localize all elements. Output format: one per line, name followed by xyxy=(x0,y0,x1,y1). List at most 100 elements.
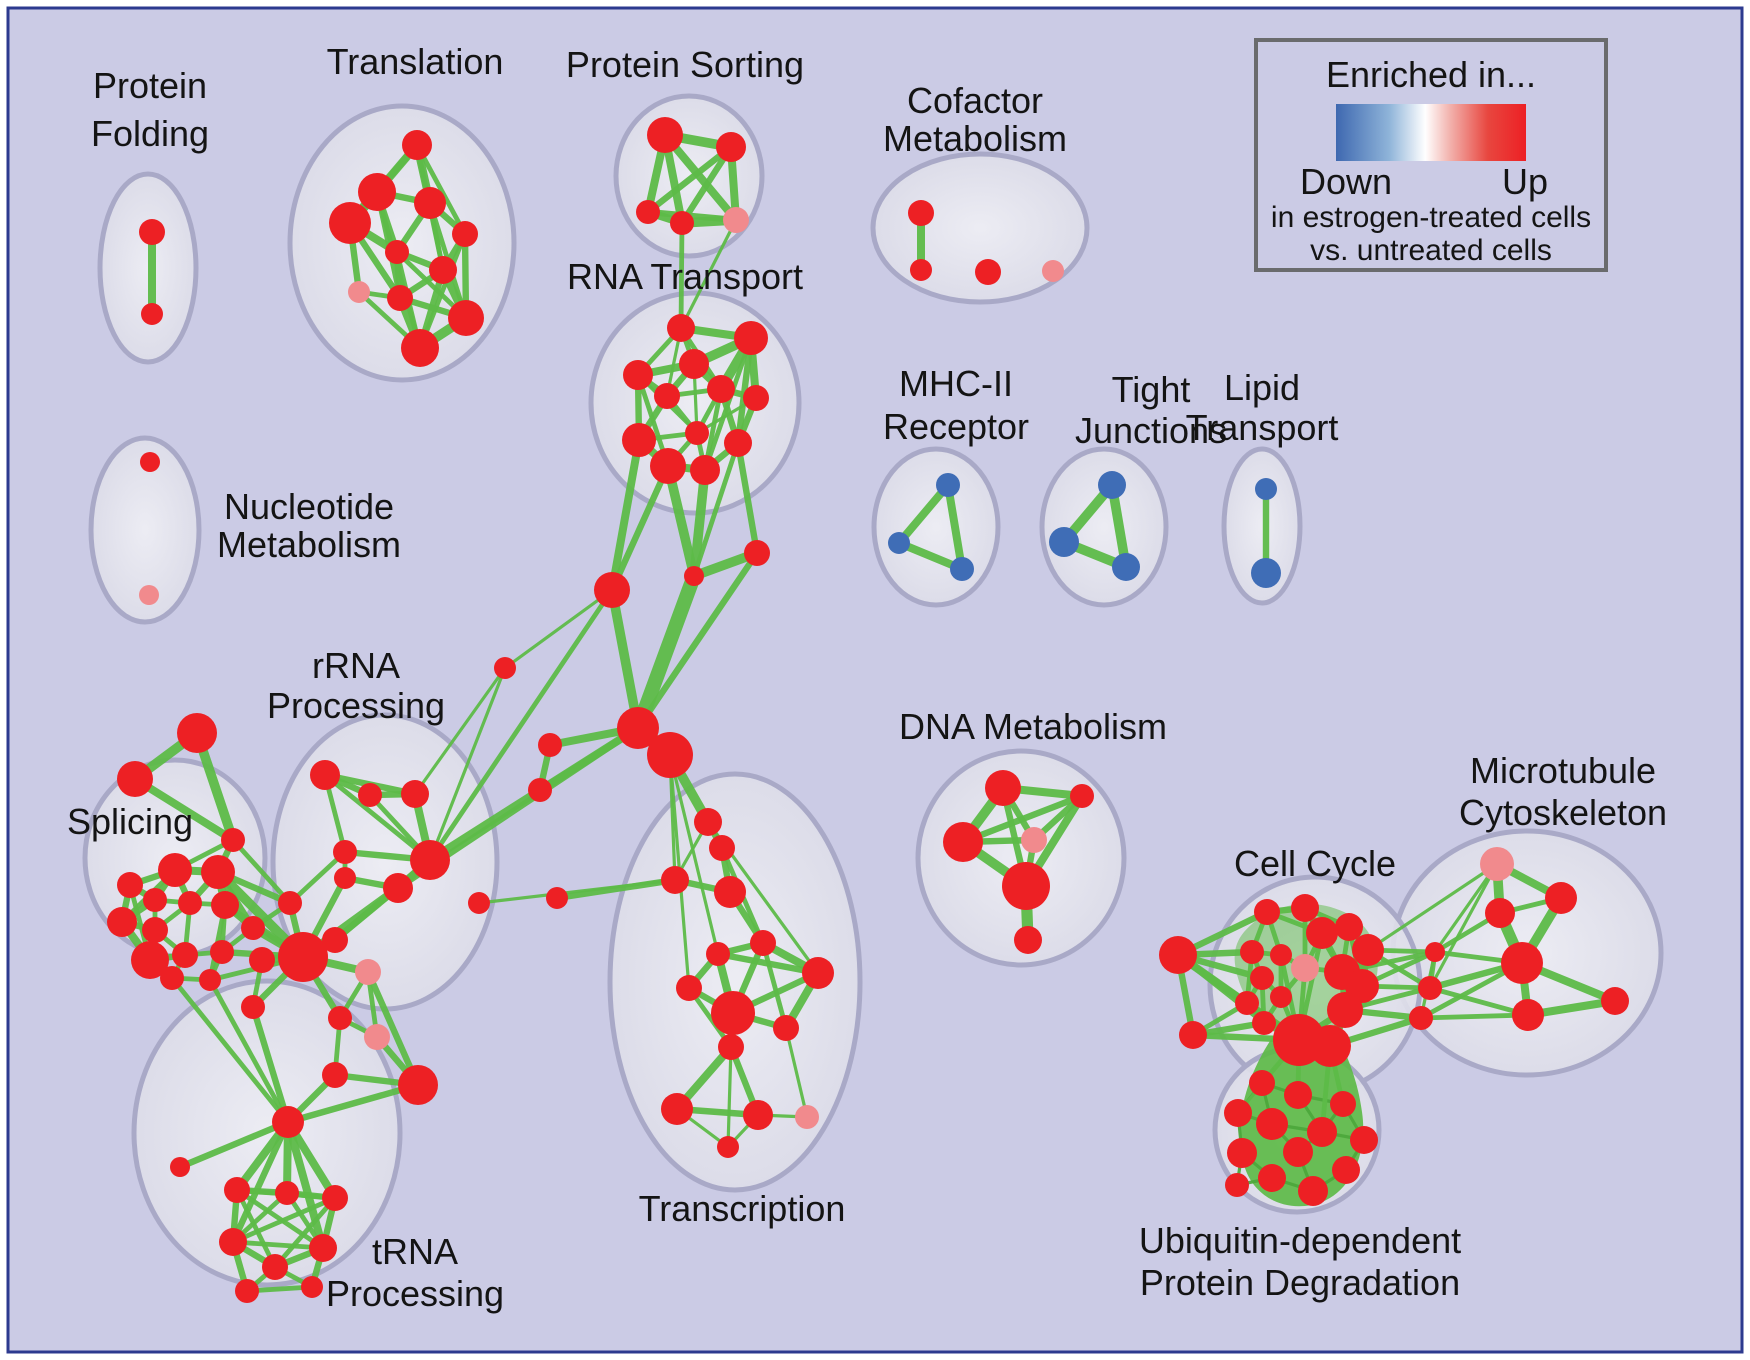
gene-set-node-red xyxy=(1298,1176,1328,1206)
edge xyxy=(1427,985,1531,1018)
gene-set-node-red xyxy=(685,421,709,445)
gene-set-node-red xyxy=(711,991,755,1035)
edge xyxy=(364,968,422,1089)
gene-set-node-red xyxy=(1070,784,1094,808)
gene-set-node-red xyxy=(385,240,409,264)
gene-set-node-blue xyxy=(888,532,910,554)
gene-set-node-red xyxy=(278,932,328,982)
gene-set-node-red xyxy=(210,940,234,964)
edge xyxy=(784,1026,809,1119)
gene-set-node-red xyxy=(706,942,730,966)
legend-subtitle-line2: vs. untreated cells xyxy=(1310,234,1552,267)
gene-set-node-red xyxy=(199,969,221,991)
edge xyxy=(663,461,699,581)
edge xyxy=(714,950,822,977)
gene-set-node-red xyxy=(1485,898,1515,928)
gene-set-node-red xyxy=(322,1062,348,1088)
gene-set-node-pink xyxy=(139,585,159,605)
edge-cross-cluster xyxy=(249,1003,292,1126)
gene-set-node-red xyxy=(617,707,659,749)
edge xyxy=(322,772,433,863)
gene-set-node-red xyxy=(1258,1164,1286,1192)
gene-set-node-red xyxy=(160,966,184,990)
gene-set-node-red xyxy=(211,891,239,919)
gene-set-node-blue xyxy=(1112,553,1140,581)
gene-set-node-red xyxy=(1425,942,1445,962)
edge xyxy=(230,837,293,906)
edge xyxy=(131,775,237,844)
gene-set-node-red xyxy=(333,840,357,864)
gene-set-node-red xyxy=(1332,1156,1360,1184)
gene-set-node-red xyxy=(743,385,769,411)
edge-cross-cluster xyxy=(678,220,685,331)
gene-set-node-blue xyxy=(1251,558,1281,588)
gene-set-node-red xyxy=(1306,917,1338,949)
edge xyxy=(284,1118,327,1252)
gene-set-node-red xyxy=(650,448,686,484)
legend-gradient-bar xyxy=(1336,104,1526,161)
gene-set-node-red xyxy=(358,173,396,211)
gene-set-node-red xyxy=(172,942,198,968)
gene-set-node-red xyxy=(975,259,1001,285)
gene-set-node-red xyxy=(414,187,446,219)
cluster-ellipse-tj xyxy=(1039,446,1169,608)
gene-set-node-red xyxy=(594,572,630,608)
gene-set-node-red xyxy=(1240,940,1264,964)
gene-set-node-red xyxy=(141,303,163,325)
gene-set-node-red xyxy=(410,840,450,880)
gene-set-node-red xyxy=(131,941,169,979)
gene-set-node-pink xyxy=(364,1024,390,1050)
edge-cross-cluster xyxy=(503,588,614,670)
edge-cross-cluster xyxy=(207,977,291,1125)
cluster-ellipse-lt xyxy=(1221,446,1303,606)
gene-set-node-red xyxy=(387,285,413,311)
gene-set-node-red xyxy=(1284,1081,1312,1109)
gene-set-node-red xyxy=(716,132,746,162)
gene-set-node-red xyxy=(734,321,768,355)
gene-set-node-red xyxy=(690,455,720,485)
edge xyxy=(229,1118,292,1246)
edge xyxy=(691,440,741,579)
gene-set-node-red xyxy=(773,1015,799,1041)
gene-set-node-red xyxy=(448,300,484,336)
gene-set-node-red xyxy=(647,117,683,153)
gene-set-node-red xyxy=(275,1181,299,1205)
gene-set-node-red xyxy=(910,259,932,281)
edge xyxy=(608,436,643,594)
gene-set-node-red xyxy=(717,1136,739,1158)
gene-set-node-red xyxy=(709,835,735,861)
gene-set-node-red xyxy=(219,1228,247,1256)
gene-set-node-red xyxy=(1270,944,1292,966)
gene-set-node-red xyxy=(402,130,432,160)
edge-cross-cluster xyxy=(630,568,702,736)
gene-set-node-blue xyxy=(1049,527,1079,557)
gene-set-node-red xyxy=(718,1034,744,1060)
gene-set-node-pink xyxy=(1042,260,1064,282)
edge xyxy=(413,666,507,796)
gene-set-node-red xyxy=(1501,942,1543,984)
edge-cross-cluster xyxy=(1366,862,1499,952)
edge xyxy=(661,131,740,224)
edge-cross-cluster xyxy=(679,218,738,330)
legend-box: Enriched in... Down Up in estrogen-treat… xyxy=(1254,38,1608,272)
gene-set-node-red xyxy=(943,822,983,862)
gene-set-node-red xyxy=(329,202,371,244)
gene-set-node-red xyxy=(383,873,413,903)
gene-set-node-blue xyxy=(936,473,960,497)
gene-set-node-red xyxy=(1512,999,1544,1031)
gene-set-node-red xyxy=(670,211,694,235)
gene-set-node-red xyxy=(468,892,490,914)
edge xyxy=(428,666,507,862)
edge xyxy=(895,481,952,547)
gene-set-node-red xyxy=(142,917,168,943)
gene-set-node-red xyxy=(684,566,704,586)
edge xyxy=(1418,1012,1531,1021)
edge xyxy=(234,1187,278,1270)
gene-set-node-red xyxy=(1227,1138,1257,1168)
gene-set-node-red xyxy=(301,1276,323,1298)
edge xyxy=(272,1195,338,1270)
edge xyxy=(734,334,755,447)
edge-cross-cluster xyxy=(634,549,761,732)
gene-set-node-red xyxy=(1330,1091,1356,1117)
gene-set-node-red xyxy=(401,329,439,367)
